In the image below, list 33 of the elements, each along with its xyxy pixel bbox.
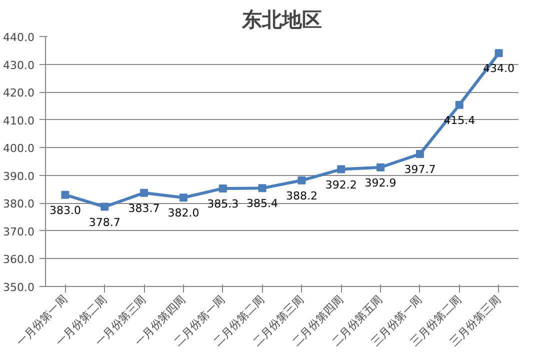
y-tick-label: 380.0	[3, 198, 35, 211]
y-tick-label: 390.0	[3, 170, 35, 183]
data-label: 385.3	[207, 197, 239, 210]
data-label: 383.0	[49, 204, 81, 217]
data-label: 392.2	[325, 178, 357, 192]
y-tick-label: 370.0	[3, 225, 35, 238]
point	[376, 163, 385, 172]
point	[455, 100, 464, 109]
data-label: 385.4	[246, 197, 278, 210]
point	[494, 49, 503, 58]
y-tick-label: 440.0	[3, 31, 35, 44]
point	[179, 194, 188, 202]
data-label: 388.2	[286, 189, 318, 202]
y-tick-label: 410.0	[3, 114, 35, 128]
y-tick-label: 350.0	[3, 281, 35, 294]
point	[416, 150, 424, 158]
point	[140, 188, 148, 197]
y-tick-label: 430.0	[3, 58, 35, 72]
data-label: 378.7	[88, 216, 120, 229]
y-tick-label: 360.0	[3, 253, 35, 266]
point	[298, 176, 306, 184]
point	[258, 184, 266, 192]
chart-title: 东北地区	[241, 8, 322, 32]
data-label: 397.7	[404, 163, 436, 176]
data-label: 383.7	[128, 202, 160, 215]
point	[61, 190, 70, 199]
point	[100, 202, 109, 211]
y-tick-label: 400.0	[3, 142, 35, 156]
data-label: 392.9	[364, 176, 396, 190]
y-tick-label: 420.0	[3, 86, 35, 100]
point	[337, 165, 346, 174]
point	[218, 184, 227, 192]
data-label: 382.0	[168, 206, 200, 220]
